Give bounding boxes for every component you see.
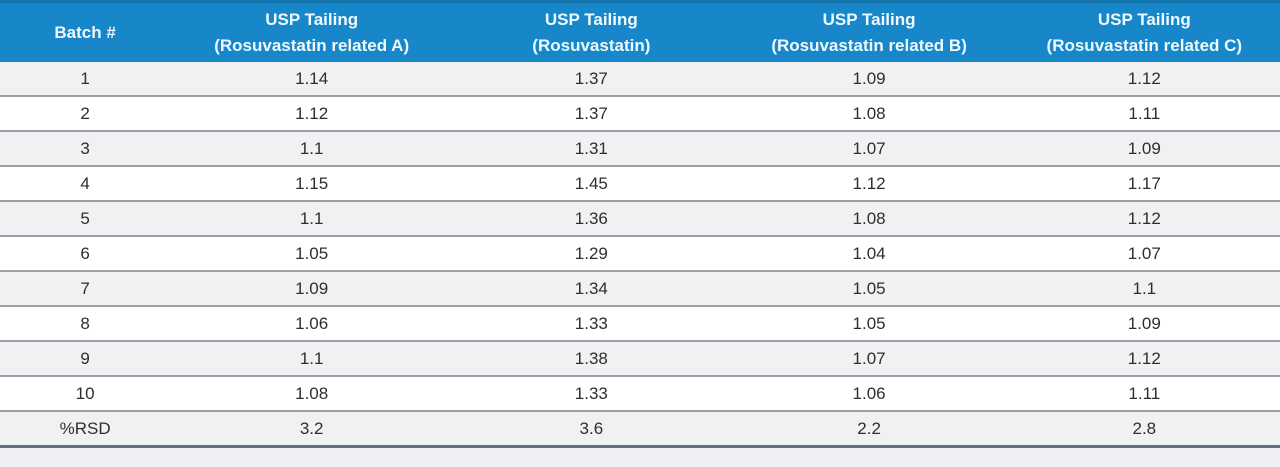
table-row: 6 1.05 1.29 1.04 1.07	[0, 236, 1280, 272]
value-cell: 1.12	[1008, 201, 1280, 237]
value-cell: 1.29	[453, 236, 730, 272]
value-cell: 1.12	[1008, 62, 1280, 97]
value-cell: 1.1	[170, 341, 454, 377]
value-cell: 1.12	[1008, 341, 1280, 377]
value-cell: 1.05	[170, 236, 454, 272]
value-cell: 1.07	[729, 131, 1009, 167]
batch-cell: 4	[0, 166, 171, 202]
table-row: 3 1.1 1.31 1.07 1.09	[0, 131, 1280, 167]
value-cell: 1.14	[170, 62, 454, 97]
value-cell: 1.12	[170, 96, 454, 132]
batch-cell: 9	[0, 341, 171, 377]
value-cell: 1.07	[1008, 236, 1280, 272]
batch-cell: 7	[0, 271, 171, 307]
value-cell: 1.09	[1008, 131, 1280, 167]
value-cell: 1.11	[1008, 376, 1280, 412]
value-cell: 1.34	[453, 271, 730, 307]
table-body: 1 1.14 1.37 1.09 1.12 2 1.12 1.37 1.08 1…	[0, 62, 1280, 448]
value-cell: 1.08	[729, 96, 1009, 132]
value-cell: 1.06	[170, 306, 454, 342]
value-cell: 1.1	[170, 201, 454, 237]
table-row: 5 1.1 1.36 1.08 1.12	[0, 201, 1280, 237]
column-header-batch: Batch #	[0, 0, 171, 62]
value-cell: 1.05	[729, 306, 1009, 342]
column-header-label: USP Tailing	[544, 10, 638, 29]
column-header-label: USP Tailing	[822, 10, 916, 29]
batch-cell: 3	[0, 131, 171, 167]
rsd-label-cell: %RSD	[0, 411, 171, 448]
column-header-usp-tailing-related-b: USP Tailing (Rosuvastatin related B)	[729, 0, 1009, 62]
column-header-sublabel: (Rosuvastatin related A)	[214, 35, 410, 55]
column-header-sublabel: (Rosuvastatin related C)	[1046, 35, 1243, 55]
rsd-value-cell: 3.6	[453, 411, 730, 448]
value-cell: 1.38	[453, 341, 730, 377]
column-header-usp-tailing-related-c: USP Tailing (Rosuvastatin related C)	[1008, 0, 1280, 62]
table-row: 2 1.12 1.37 1.08 1.11	[0, 96, 1280, 132]
table-row-rsd: %RSD 3.2 3.6 2.2 2.8	[0, 411, 1280, 448]
column-header-label: USP Tailing	[265, 10, 359, 29]
table-row: 4 1.15 1.45 1.12 1.17	[0, 166, 1280, 202]
table-row: 9 1.1 1.38 1.07 1.12	[0, 341, 1280, 377]
column-header-sublabel: (Rosuvastatin)	[532, 35, 651, 55]
batch-cell: 6	[0, 236, 171, 272]
table-row: 8 1.06 1.33 1.05 1.09	[0, 306, 1280, 342]
header-row: Batch # USP Tailing (Rosuvastatin related…	[0, 0, 1280, 62]
usp-tailing-results-table: Batch # USP Tailing (Rosuvastatin related…	[0, 0, 1280, 448]
value-cell: 1.1	[1008, 271, 1280, 307]
value-cell: 1.06	[729, 376, 1009, 412]
column-header-label: Batch #	[54, 22, 116, 42]
batch-cell: 10	[0, 376, 171, 412]
column-header-sublabel: (Rosuvastatin related B)	[771, 35, 967, 55]
value-cell: 1.11	[1008, 96, 1280, 132]
batch-cell: 8	[0, 306, 171, 342]
table-header: Batch # USP Tailing (Rosuvastatin related…	[0, 0, 1280, 62]
value-cell: 1.04	[729, 236, 1009, 272]
table-row: 7 1.09 1.34 1.05 1.1	[0, 271, 1280, 307]
value-cell: 1.05	[729, 271, 1009, 307]
rsd-value-cell: 3.2	[170, 411, 454, 448]
batch-cell: 5	[0, 201, 171, 237]
value-cell: 1.37	[453, 96, 730, 132]
value-cell: 1.09	[729, 62, 1009, 97]
value-cell: 1.37	[453, 62, 730, 97]
value-cell: 1.12	[729, 166, 1009, 202]
value-cell: 1.15	[170, 166, 454, 202]
value-cell: 1.08	[170, 376, 454, 412]
value-cell: 1.17	[1008, 166, 1280, 202]
value-cell: 1.45	[453, 166, 730, 202]
value-cell: 1.08	[729, 201, 1009, 237]
value-cell: 1.09	[1008, 306, 1280, 342]
value-cell: 1.33	[453, 376, 730, 412]
value-cell: 1.33	[453, 306, 730, 342]
table-row: 10 1.08 1.33 1.06 1.11	[0, 376, 1280, 412]
value-cell: 1.36	[453, 201, 730, 237]
batch-cell: 2	[0, 96, 171, 132]
value-cell: 1.09	[170, 271, 454, 307]
batch-cell: 1	[0, 62, 171, 97]
column-header-label: USP Tailing	[1097, 10, 1191, 29]
column-header-usp-tailing-related-a: USP Tailing (Rosuvastatin related A)	[170, 0, 454, 62]
value-cell: 1.07	[729, 341, 1009, 377]
column-header-usp-tailing-rosuvastatin: USP Tailing (Rosuvastatin)	[453, 0, 730, 62]
value-cell: 1.1	[170, 131, 454, 167]
value-cell: 1.31	[453, 131, 730, 167]
table-row: 1 1.14 1.37 1.09 1.12	[0, 62, 1280, 97]
rsd-value-cell: 2.2	[729, 411, 1009, 448]
rsd-value-cell: 2.8	[1008, 411, 1280, 448]
